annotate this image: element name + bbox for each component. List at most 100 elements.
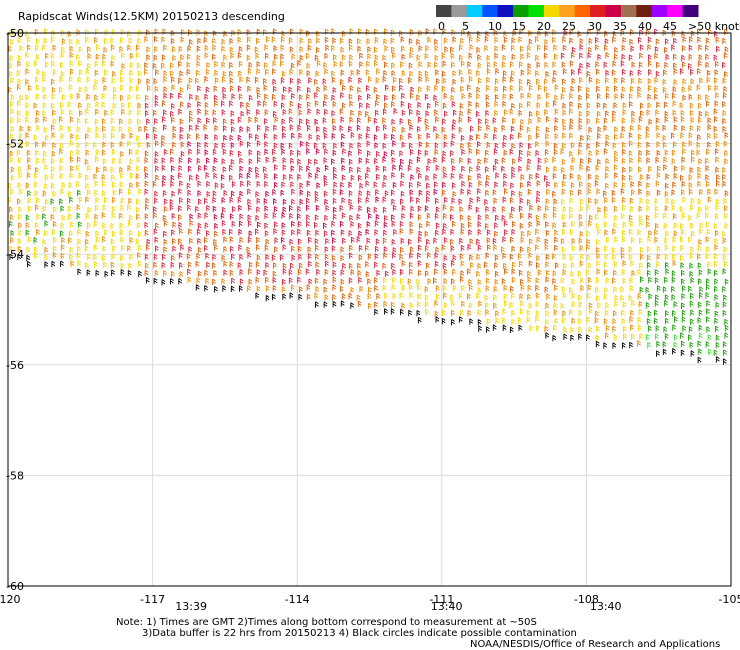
wind-barb bbox=[434, 268, 438, 275]
wind-barb bbox=[238, 93, 243, 100]
wind-barb bbox=[196, 54, 201, 62]
wind-barb bbox=[170, 261, 175, 269]
wind-barb bbox=[503, 173, 508, 180]
wind-barb bbox=[264, 109, 269, 116]
wind-barb bbox=[154, 46, 158, 53]
wind-barb bbox=[265, 276, 269, 284]
wind-barb bbox=[477, 214, 482, 221]
wind-barb bbox=[367, 53, 372, 60]
wind-barb bbox=[102, 245, 107, 253]
lon-tick-label: -120 bbox=[0, 593, 20, 606]
wind-barb bbox=[688, 188, 693, 196]
wind-barb bbox=[111, 269, 115, 276]
wind-barb bbox=[136, 213, 140, 220]
wind-barb bbox=[186, 253, 191, 260]
wind-barb bbox=[434, 55, 439, 62]
wind-barb bbox=[485, 277, 490, 285]
wind-barb bbox=[67, 205, 72, 213]
wind-barb bbox=[647, 60, 652, 67]
wind-barb bbox=[86, 76, 91, 83]
wind-barb bbox=[509, 212, 514, 220]
wind-barb bbox=[280, 189, 285, 197]
wind-barb bbox=[51, 78, 55, 86]
wind-barb bbox=[213, 270, 218, 277]
wind-barb bbox=[688, 132, 693, 139]
wind-barb bbox=[145, 204, 149, 211]
wind-barb bbox=[503, 134, 507, 142]
wind-barb bbox=[629, 38, 634, 46]
wind-barb bbox=[545, 166, 550, 173]
wind-barb bbox=[238, 205, 242, 212]
wind-barb bbox=[333, 61, 338, 68]
wind-barb bbox=[365, 271, 370, 278]
wind-barb bbox=[256, 68, 261, 75]
wind-barb bbox=[120, 69, 124, 77]
wind-barb bbox=[673, 62, 677, 69]
wind-barb bbox=[248, 268, 252, 275]
wind-barb bbox=[662, 86, 667, 94]
wind-barb bbox=[366, 38, 371, 45]
wind-barb bbox=[170, 156, 175, 164]
wind-barb bbox=[214, 94, 218, 102]
wind-barb bbox=[59, 76, 64, 83]
footer-note-2: 3)Data buffer is 22 hrs from 20150213 4)… bbox=[142, 628, 577, 639]
wind-barb bbox=[605, 182, 609, 190]
wind-barb bbox=[308, 77, 312, 84]
wind-barb bbox=[580, 253, 584, 260]
wind-barb bbox=[324, 246, 329, 253]
wind-barb bbox=[460, 37, 464, 45]
wind-barb bbox=[135, 206, 140, 214]
wind-barb bbox=[450, 260, 455, 267]
wind-barb bbox=[443, 172, 448, 179]
wind-barb bbox=[120, 262, 125, 270]
wind-barb bbox=[94, 205, 99, 212]
wind-barb bbox=[527, 158, 532, 165]
wind-barb bbox=[526, 126, 531, 133]
wind-barb bbox=[665, 230, 669, 238]
wind-barb bbox=[486, 55, 491, 62]
wind-barb bbox=[408, 62, 413, 69]
wind-barb bbox=[282, 157, 287, 164]
wind-barb bbox=[366, 221, 371, 228]
wind-barb bbox=[656, 189, 661, 197]
wind-barb bbox=[212, 30, 217, 37]
wind-barb bbox=[435, 229, 439, 237]
wind-barb bbox=[554, 117, 559, 124]
wind-barb bbox=[518, 269, 523, 277]
wind-barb bbox=[25, 182, 30, 189]
wind-barb bbox=[308, 236, 312, 244]
wind-barb bbox=[332, 206, 337, 214]
wind-barb bbox=[629, 277, 634, 284]
wind-barb bbox=[291, 229, 295, 236]
wind-barb bbox=[630, 181, 635, 188]
wind-barb bbox=[265, 36, 270, 43]
wind-barb bbox=[306, 220, 310, 228]
wind-barb bbox=[246, 76, 251, 83]
wind-barb bbox=[418, 230, 423, 238]
wind-barb bbox=[662, 135, 667, 142]
wind-barb bbox=[451, 124, 456, 131]
wind-barb bbox=[95, 156, 99, 163]
wind-barb bbox=[121, 108, 125, 116]
wind-barb bbox=[503, 149, 508, 157]
wind-barb bbox=[520, 92, 525, 100]
wind-barb bbox=[239, 140, 244, 147]
wind-barb bbox=[714, 244, 719, 251]
wind-barb bbox=[604, 206, 608, 213]
wind-barb bbox=[368, 76, 372, 83]
wind-barb bbox=[374, 245, 379, 253]
wind-barb bbox=[562, 173, 567, 181]
wind-barb bbox=[331, 76, 336, 84]
wind-barb bbox=[255, 276, 260, 284]
wind-barb bbox=[400, 237, 405, 245]
wind-barb bbox=[418, 141, 423, 148]
wind-barb bbox=[306, 93, 310, 101]
wind-barb bbox=[222, 148, 227, 156]
wind-barb bbox=[348, 230, 353, 237]
legend-swatch bbox=[682, 5, 699, 17]
wind-barb bbox=[671, 189, 676, 196]
wind-barb bbox=[673, 53, 677, 61]
wind-barb bbox=[648, 165, 652, 173]
wind-barb bbox=[620, 188, 625, 195]
wind-barb bbox=[84, 118, 89, 125]
